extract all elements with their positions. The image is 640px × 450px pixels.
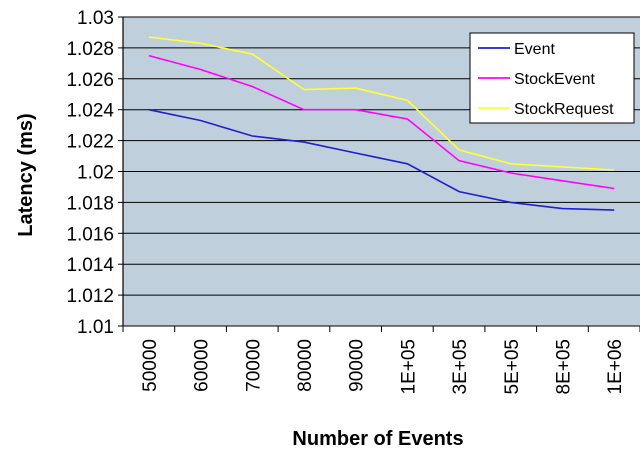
legend-label: StockEvent: [514, 71, 595, 88]
x-tick-label: 3E+05: [450, 339, 471, 394]
x-tick-label: 50000: [140, 339, 161, 392]
y-tick-label: 1.024: [66, 101, 114, 122]
x-tick-label: 80000: [295, 339, 316, 392]
x-tick-label: 1E+05: [398, 339, 419, 394]
series-line-event: [148, 108, 615, 211]
x-tick-label: 8E+05: [553, 339, 574, 394]
y-tick-label: 1.03: [77, 8, 114, 29]
legend-label: Event: [514, 41, 555, 58]
x-axis-title: Number of Events: [292, 428, 463, 450]
x-tick-label: 60000: [192, 339, 213, 392]
legend-label: StockRequest: [514, 101, 614, 118]
y-tick-label: 1.018: [66, 193, 114, 214]
series-line-stockrequest: [148, 36, 615, 171]
x-axis-ticks: 50000 60000 70000 80000 90000 1E+05 3E+05 5E+05…: [140, 339, 626, 394]
x-tick-label: 70000: [243, 339, 264, 392]
x-tick-label: 90000: [347, 339, 368, 392]
series-lines: [148, 36, 615, 211]
x-tick-label: 1E+06: [605, 339, 626, 394]
y-tick-label: 1.014: [66, 255, 114, 276]
y-tick-label: 1.022: [66, 132, 114, 153]
series-line-stockevent: [148, 54, 615, 190]
y-axis-ticks: 1.01 1.012 1.014 1.016 1.018 1.02 1.022 1.024 1.…: [66, 8, 123, 338]
y-tick-label: 1.026: [66, 70, 114, 91]
legend: Event StockEvent StockRequest: [469, 32, 635, 124]
y-tick-label: 1.012: [66, 286, 114, 307]
y-tick-label: 1.01: [77, 317, 114, 338]
y-tick-label: 1.016: [66, 224, 114, 245]
x-tick-label: 5E+05: [502, 339, 523, 394]
y-tick-label: 1.02: [77, 163, 114, 184]
y-tick-label: 1.028: [66, 39, 114, 60]
y-axis-title: Latency (ms): [15, 113, 37, 236]
